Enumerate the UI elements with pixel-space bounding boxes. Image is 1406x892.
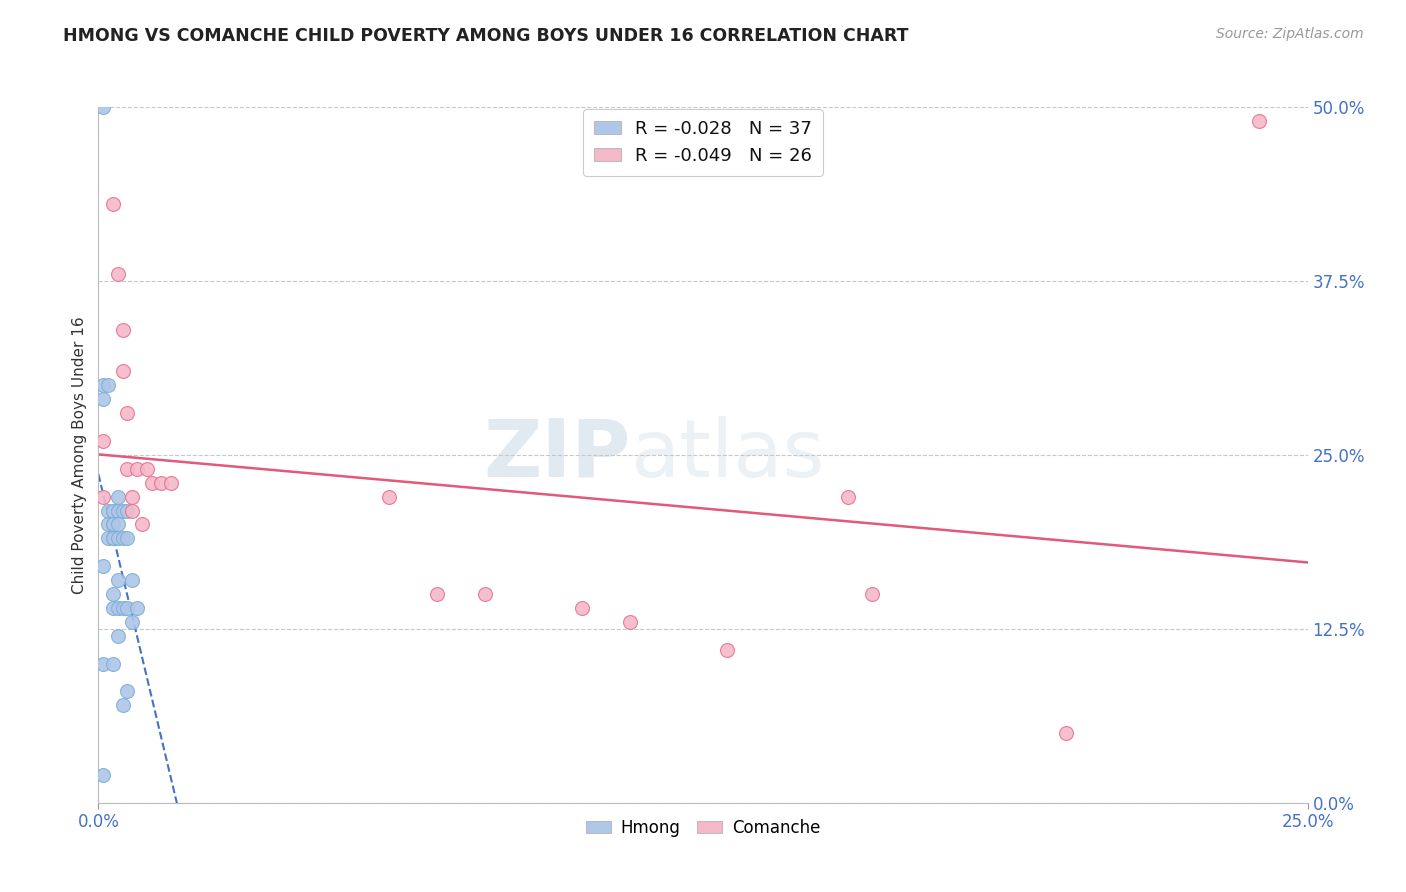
Point [117,532,139,546]
Point [107,267,129,281]
Point [716,642,738,657]
Point [377,490,399,504]
Point [101,532,124,546]
Point [91,559,114,574]
Point [107,573,129,587]
Point [101,532,124,546]
Point [111,698,134,713]
Point [101,503,124,517]
Point [107,490,129,504]
Point [111,503,134,517]
Point [160,475,183,490]
Point [111,364,134,378]
Point [97,517,120,532]
Point [107,532,129,546]
Point [91,768,114,782]
Point [107,517,129,532]
Text: ZIP: ZIP [484,416,630,494]
Point [97,378,120,392]
Point [121,490,143,504]
Point [97,503,120,517]
Point [117,406,139,420]
Point [101,517,124,532]
Point [101,517,124,532]
Point [107,601,129,615]
Point [1249,114,1271,128]
Point [121,615,143,629]
Point [107,503,129,517]
Point [117,503,139,517]
Point [860,587,883,601]
Point [141,475,163,490]
Point [571,601,593,615]
Point [474,587,496,601]
Point [101,601,124,615]
Point [101,503,124,517]
Point [426,587,449,601]
Point [91,434,114,448]
Text: HMONG VS COMANCHE CHILD POVERTY AMONG BOYS UNDER 16 CORRELATION CHART: HMONG VS COMANCHE CHILD POVERTY AMONG BO… [63,27,908,45]
Point [117,684,139,698]
Point [91,490,114,504]
Point [837,490,859,504]
Point [117,462,139,476]
Point [111,323,134,337]
Point [135,462,157,476]
Point [91,100,114,114]
Point [101,197,124,211]
Point [107,629,129,643]
Point [101,657,124,671]
Legend: Hmong, Comanche: Hmong, Comanche [579,812,827,843]
Point [117,601,139,615]
Text: Source: ZipAtlas.com: Source: ZipAtlas.com [1216,27,1364,41]
Point [127,462,149,476]
Point [1054,726,1077,740]
Point [111,532,134,546]
Point [97,532,120,546]
Point [91,657,114,671]
Point [121,573,143,587]
Point [91,378,114,392]
Point [131,517,153,532]
Point [111,601,134,615]
Point [150,475,173,490]
Point [101,587,124,601]
Text: atlas: atlas [630,416,825,494]
Y-axis label: Child Poverty Among Boys Under 16: Child Poverty Among Boys Under 16 [72,316,87,594]
Point [121,503,143,517]
Point [619,615,641,629]
Point [127,601,149,615]
Point [91,392,114,407]
